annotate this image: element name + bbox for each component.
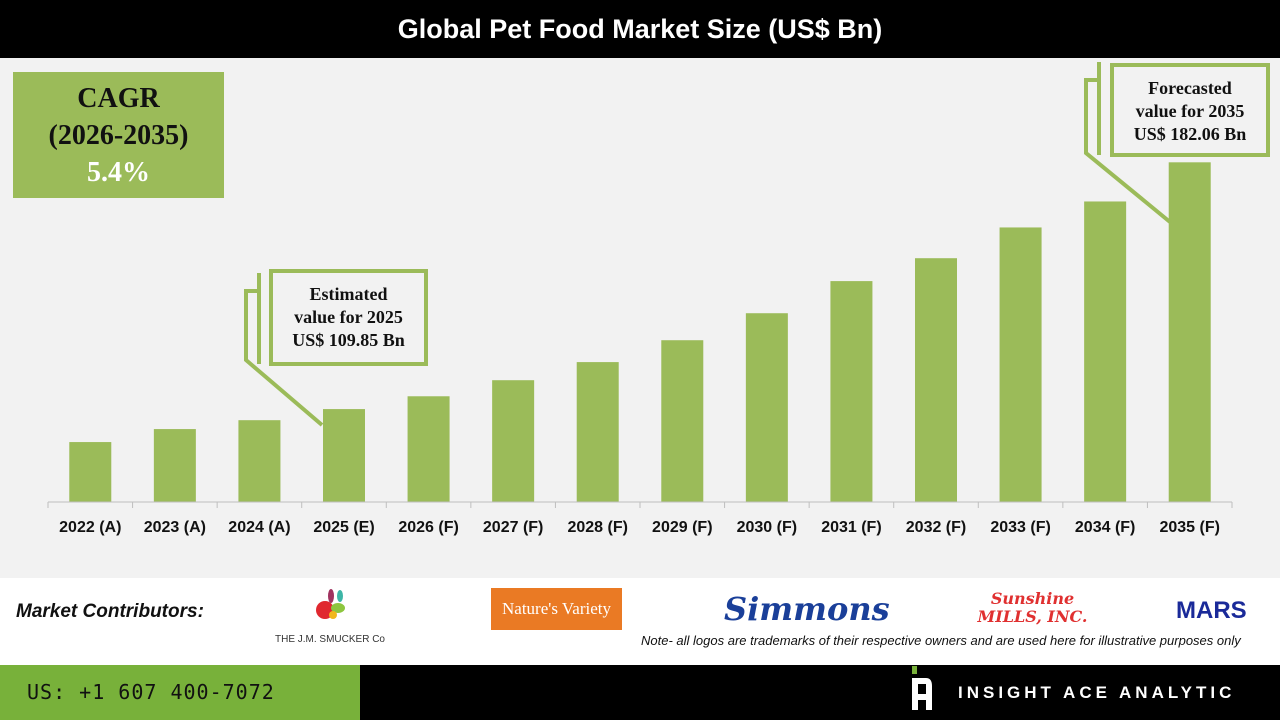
x-tick-label: 2028 (F) bbox=[567, 519, 627, 536]
x-tick-label: 2034 (F) bbox=[1075, 519, 1135, 536]
smucker-logo-text: THE J.M. SMUCKER Co bbox=[274, 634, 385, 645]
brand-name: INSIGHT ACE ANALYTIC bbox=[958, 683, 1236, 702]
phone-number: US: +1 607 400-7072 bbox=[0, 665, 360, 720]
x-tick-label: 2033 (F) bbox=[990, 519, 1050, 536]
bar-2022-A bbox=[69, 442, 112, 502]
fruit-icon bbox=[316, 589, 345, 619]
callout-text: Forecasted bbox=[1148, 78, 1232, 98]
cagr-period: (2026-2035) bbox=[48, 120, 189, 151]
callout-value: US$ 182.06 Bn bbox=[1133, 124, 1247, 144]
callout-2035-leader bbox=[1084, 78, 1172, 224]
trademark-note: Note- all logos are trademarks of their … bbox=[641, 633, 1241, 648]
mars-logo: MARS bbox=[1176, 597, 1247, 624]
x-tick-label: 2026 (F) bbox=[398, 519, 458, 536]
x-tick-label: 2027 (F) bbox=[483, 519, 543, 536]
x-tick-label: 2025 (E) bbox=[313, 519, 374, 536]
callout-2025-leader bbox=[244, 289, 324, 427]
x-tick-label: 2030 (F) bbox=[737, 519, 797, 536]
bar-2029-F bbox=[661, 340, 704, 502]
market-contributors-label: Market Contributors: bbox=[16, 601, 204, 622]
x-tick-label: 2023 (A) bbox=[144, 519, 206, 536]
bar-2033-F bbox=[999, 227, 1042, 502]
bar-2027-F bbox=[492, 380, 535, 502]
x-tick-label: 2032 (F) bbox=[906, 519, 966, 536]
bar-2026-F bbox=[407, 396, 450, 502]
bar-2031-F bbox=[830, 281, 873, 502]
bar-2032-F bbox=[915, 258, 957, 502]
bar-2028-F bbox=[576, 362, 619, 502]
x-tick-label: 2031 (F) bbox=[821, 519, 881, 536]
natures-variety-logo: Nature's Variety bbox=[491, 588, 622, 630]
bar-2034-F bbox=[1084, 201, 1127, 502]
x-tick-label: 2035 (F) bbox=[1159, 519, 1219, 536]
cagr-label: CAGR bbox=[77, 83, 160, 114]
cagr-value: 5.4% bbox=[87, 157, 150, 188]
forecasted-2035-callout: Forecasted value for 2035 US$ 182.06 Bn bbox=[1110, 63, 1270, 157]
x-tick-label: 2024 (A) bbox=[228, 519, 290, 536]
x-tick-label: 2029 (F) bbox=[652, 519, 712, 536]
bar-2024-A bbox=[238, 420, 281, 502]
callout-text: Estimated bbox=[309, 284, 388, 304]
callout-text: value for 2035 bbox=[1135, 101, 1245, 121]
callout-value: US$ 109.85 Bn bbox=[292, 330, 405, 350]
bar-2035-F bbox=[1168, 162, 1211, 502]
cagr-box: CAGR (2026-2035) 5.4% bbox=[13, 72, 224, 198]
bar-2023-A bbox=[153, 429, 196, 502]
insight-ace-logo-icon bbox=[912, 666, 932, 710]
estimated-2025-callout: Estimated value for 2025 US$ 109.85 Bn bbox=[269, 269, 428, 366]
callout-text: value for 2025 bbox=[294, 307, 403, 327]
simmons-logo: Simmons bbox=[724, 590, 890, 628]
bar-chart: 2022 (A) 2023 (A) 2024 (A) 2025 (E) 2026 (F)… bbox=[47, 62, 1233, 536]
sunshine-logo: Sunshine MILLS, INC. bbox=[977, 589, 1088, 626]
bar-2025-E bbox=[323, 409, 365, 502]
footer-logos bbox=[0, 578, 1280, 665]
x-tick-label: 2022 (A) bbox=[59, 519, 121, 536]
jm-smucker-logo: THE J.M. SMUCKER Co bbox=[270, 586, 390, 646]
chart-title: Global Pet Food Market Size (US$ Bn) bbox=[0, 0, 1280, 58]
bar-2030-F bbox=[745, 313, 788, 502]
